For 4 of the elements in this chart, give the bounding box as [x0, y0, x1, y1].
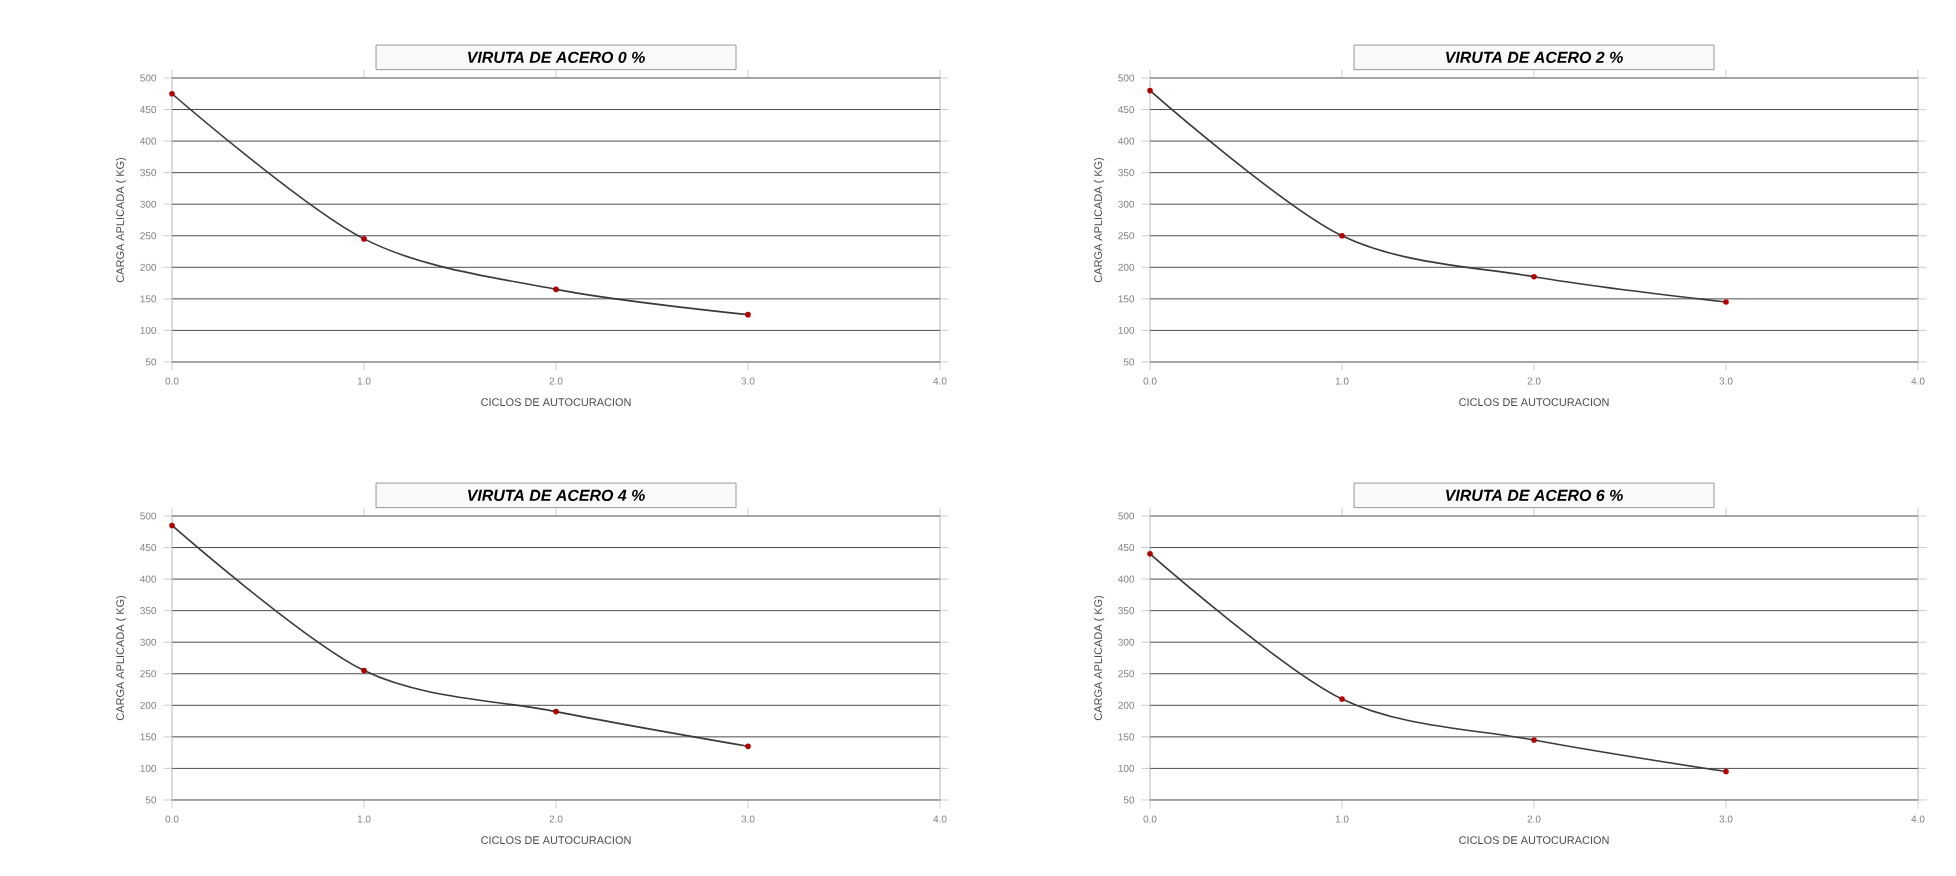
line-series [169, 522, 751, 750]
line-series [169, 90, 751, 318]
line-series [1147, 551, 1729, 775]
line-series [1147, 87, 1729, 305]
